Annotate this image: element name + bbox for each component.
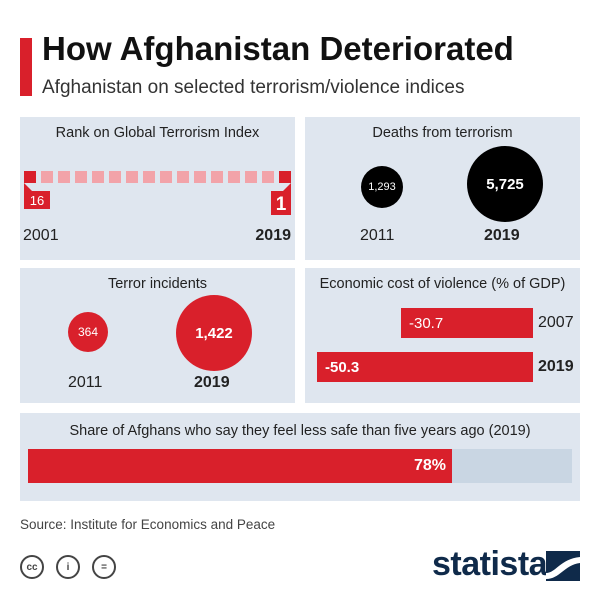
gti-start-rank-box [24, 191, 50, 209]
statista-logo-mark-icon [546, 551, 580, 581]
cost-bar-2019: -50.3 [317, 352, 533, 382]
gti-end-rank-label: 1 [276, 194, 287, 215]
deaths-2011-bubble: 1,293 [361, 166, 403, 208]
gti-rank-position [160, 171, 172, 183]
gti-rank-panel: Rank on Global Terrorism Index 16 1 2001 … [20, 117, 295, 260]
gti-end-rank-pointer [283, 183, 291, 191]
cost-year-2019: 2019 [538, 358, 574, 375]
gti-rank-position [58, 171, 70, 183]
deaths-year-2011: 2011 [360, 227, 395, 244]
incidents-2011-label: 364 [77, 325, 99, 339]
gti-end-rank-box [271, 191, 291, 215]
gti-rank-position [228, 171, 240, 183]
gti-rank-position [279, 171, 291, 183]
deaths-2019-bubble: 5,725 [467, 146, 543, 222]
incidents-panel: Terror incidents 364 1,422 2011 2019 [20, 268, 295, 403]
gti-rank-position [177, 171, 189, 183]
economic-cost-title: Economic cost of violence (% of GDP) [319, 276, 566, 292]
incidents-year-2019: 2019 [194, 374, 230, 391]
gti-rank-position [41, 171, 53, 183]
deaths-2011-label: 1,293 [368, 181, 396, 193]
cost-bar-2007: -30.7 [401, 308, 533, 338]
gti-rank-position [245, 171, 257, 183]
incidents-2011-bubble: 364 [68, 312, 108, 352]
gti-rank-position [109, 171, 121, 183]
less-safe-bar: 78% [28, 449, 452, 483]
gti-rank-position [75, 171, 87, 183]
source-note: Source: Institute for Economics and Peac… [20, 517, 276, 532]
incidents-year-2011: 2011 [68, 374, 103, 391]
gti-rank-position [143, 171, 155, 183]
incidents-title: Terror incidents [107, 276, 208, 292]
gti-rank-position [194, 171, 206, 183]
incidents-2019-bubble: 1,422 [176, 295, 252, 371]
gti-end-year: 2019 [255, 227, 291, 244]
less-safe-title: Share of Afghans who say they feel less … [69, 423, 531, 439]
attribution-person-icon[interactable]: i [56, 555, 80, 579]
statista-logo-text[interactable]: statista [432, 545, 548, 583]
gti-start-year: 2001 [23, 227, 59, 244]
deaths-panel: Deaths from terrorism 1,293 5,725 2011 2… [305, 117, 580, 260]
economic-cost-panel: Economic cost of violence (% of GDP) -30… [305, 268, 580, 403]
gti-rank-position [211, 171, 223, 183]
less-safe-panel: Share of Afghans who say they feel less … [20, 413, 580, 501]
gti-rank-chart: 16 1 [24, 171, 291, 215]
less-safe-label: 78% [413, 457, 446, 474]
deaths-year-2019: 2019 [484, 227, 520, 244]
cost-bar-2019-label: -50.3 [325, 358, 360, 376]
gti-rank-position [24, 171, 36, 183]
incidents-2019-label: 1,422 [195, 324, 233, 342]
creative-commons-icon[interactable]: cc [20, 555, 44, 579]
gti-rank-position [126, 171, 138, 183]
gti-rank-position [262, 171, 274, 183]
gti-rank-title: Rank on Global Terrorism Index [55, 125, 260, 141]
gti-start-rank-pointer [24, 183, 32, 191]
deaths-2019-label: 5,725 [486, 175, 524, 193]
title-accent-bar [20, 38, 32, 96]
cost-year-2007: 2007 [538, 314, 574, 331]
deaths-title: Deaths from terrorism [372, 125, 513, 141]
no-derivatives-icon[interactable]: = [92, 555, 116, 579]
gti-rank-position [92, 171, 104, 183]
gti-start-rank-label: 16 [30, 193, 44, 208]
page-subtitle: Afghanistan on selected terrorism/violen… [42, 77, 465, 98]
page-title: How Afghanistan Deteriorated [42, 30, 514, 67]
cost-bar-2007-label: -30.7 [409, 314, 444, 332]
